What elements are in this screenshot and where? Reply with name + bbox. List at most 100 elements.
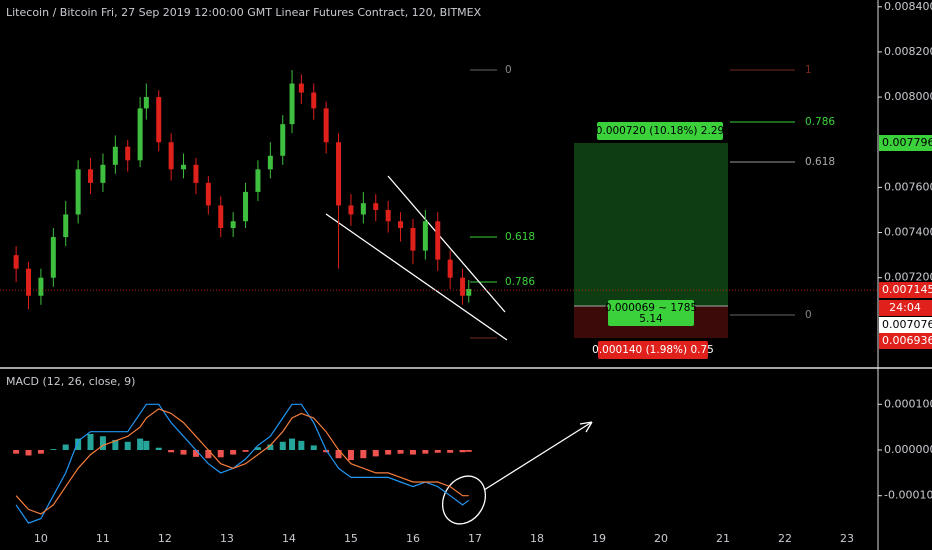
histogram-bar [192,450,199,457]
histogram-bar [447,450,454,453]
trendline [325,213,508,341]
price-label-box [879,317,932,333]
candle-body [13,255,19,269]
candle-body [385,209,391,222]
y-tick-label: 0.008200 [884,45,932,58]
histogram-bar [13,450,20,454]
x-tick-label: 17 [468,532,482,545]
price-label: 0.007076 [882,318,932,331]
x-tick-label: 14 [282,532,296,545]
candle-body [267,155,273,170]
annotation: 1 [805,64,812,76]
chart-title: Litecoin / Bitcoin Fri, 27 Sep 2019 12:0… [6,6,482,19]
arrow [483,421,593,491]
candle-body [323,108,329,143]
histogram-bar [155,447,162,450]
candle-body [398,221,404,229]
histogram-bar [143,440,150,450]
histogram-bar [25,450,32,456]
annotation: 0.000069 ~ 1785 [605,302,697,314]
price-label: 0.007145 [882,283,932,296]
candle-body [255,169,261,192]
candle-body [218,205,224,229]
histogram-bar [75,438,82,450]
candle-body [298,83,304,93]
x-tick-label: 20 [654,532,668,545]
macd-title: MACD (12, 26, close, 9) [6,375,135,388]
y-tick-label: 0.000100 [884,397,932,410]
candle-body [88,169,94,183]
candle-body [466,288,472,296]
histogram-bar [310,445,317,450]
candle-body [205,182,211,206]
annotation: 0.786 [505,276,535,288]
candle-body [168,142,174,170]
signal-line [15,408,469,515]
histogram-bar [323,450,330,453]
y-tick-label: 0.000000 [884,443,932,456]
y-tick-label: 0.008400 [884,0,932,13]
histogram-bar [62,444,69,450]
candle-body [348,205,354,215]
highlight-ellipse [441,475,487,525]
candle-body [410,228,416,251]
histogram-bar [434,450,441,453]
candle-body [447,259,453,278]
candle-body [181,164,187,170]
candle-body [336,142,342,206]
y-tick-label: 0.007600 [884,180,932,193]
profit-zone [574,143,728,306]
candle-body [373,203,379,210]
y-tick-label: 0.007200 [884,271,932,284]
candle-body [280,124,286,156]
candle-body [75,169,81,215]
annotation: 0.000140 (1.98%) 0.75 [592,344,714,356]
x-tick-label: 18 [530,532,544,545]
histogram-bar [254,447,261,450]
candle-body [156,97,162,143]
candle-body [311,92,317,109]
entry-label-box [608,300,694,326]
histogram-bar [112,439,119,450]
countdown: 24:04 [889,301,921,314]
annotation: 0.000720 (10.18%) 2.29 [596,125,724,137]
histogram-bar [298,440,305,450]
y-tick-label: 0.008000 [884,90,932,103]
histogram-bar [372,450,379,457]
annotation: 0.618 [805,156,835,168]
candle-body [243,191,249,222]
histogram-bar [124,441,131,450]
histogram-bar [37,450,44,454]
histogram-bar [397,450,404,454]
histogram-bar [459,450,466,453]
histogram-bar [422,450,429,454]
histogram-bar [168,450,175,453]
x-tick-label: 23 [840,532,854,545]
candle-body [125,146,131,161]
x-tick-label: 19 [592,532,606,545]
candle-body [26,268,32,296]
candle-body [460,277,466,296]
arrow-head [579,421,593,433]
x-tick-label: 11 [96,532,110,545]
price-label-box [879,135,932,151]
histogram-bar [465,450,472,452]
candle-body [112,146,118,165]
annotation: 0.786 [805,116,835,128]
profit-label-box [597,122,723,140]
price-label: 0.007796 [882,136,932,149]
histogram-bar [267,444,274,450]
histogram-bar [289,438,296,450]
candle-body [289,83,295,125]
histogram-bar [242,450,249,452]
histogram-bar [230,450,237,455]
macd-line [15,403,470,524]
candle-body [100,164,106,183]
candle-body [63,214,69,238]
annotation: 0 [505,64,512,76]
histogram-bar [360,450,367,459]
histogram-bar [385,450,392,455]
